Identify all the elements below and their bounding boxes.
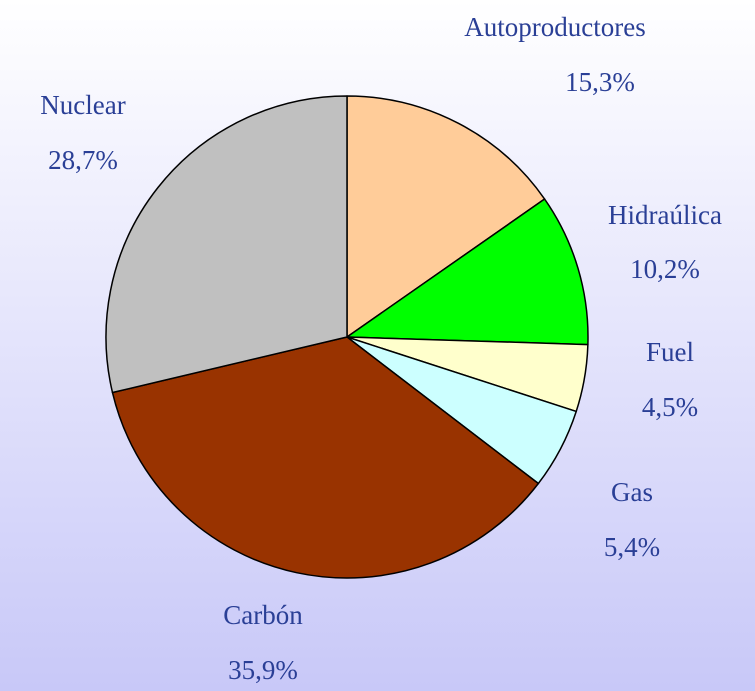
pie-slice bbox=[105, 95, 348, 394]
slice-label: Autoproductores bbox=[464, 12, 645, 42]
pie-slice bbox=[346, 198, 589, 346]
pie-slice bbox=[111, 336, 540, 579]
slice-label: Carbón bbox=[223, 600, 303, 630]
slice-value-label: 28,7% bbox=[48, 145, 118, 175]
slice-label: Fuel bbox=[646, 337, 694, 367]
slice-label: Nuclear bbox=[40, 90, 125, 120]
slice-label: Hidraúlica bbox=[608, 200, 722, 230]
pie-slice bbox=[346, 95, 546, 338]
slice-value-label: 35,9% bbox=[228, 655, 298, 685]
slice-value-label: 5,4% bbox=[604, 532, 660, 562]
slice-value-label: 15,3% bbox=[565, 67, 635, 97]
slice-value-label: 10,2% bbox=[630, 254, 700, 284]
slice-value-label: 4,5% bbox=[642, 392, 698, 422]
slice-label: Gas bbox=[611, 477, 653, 507]
